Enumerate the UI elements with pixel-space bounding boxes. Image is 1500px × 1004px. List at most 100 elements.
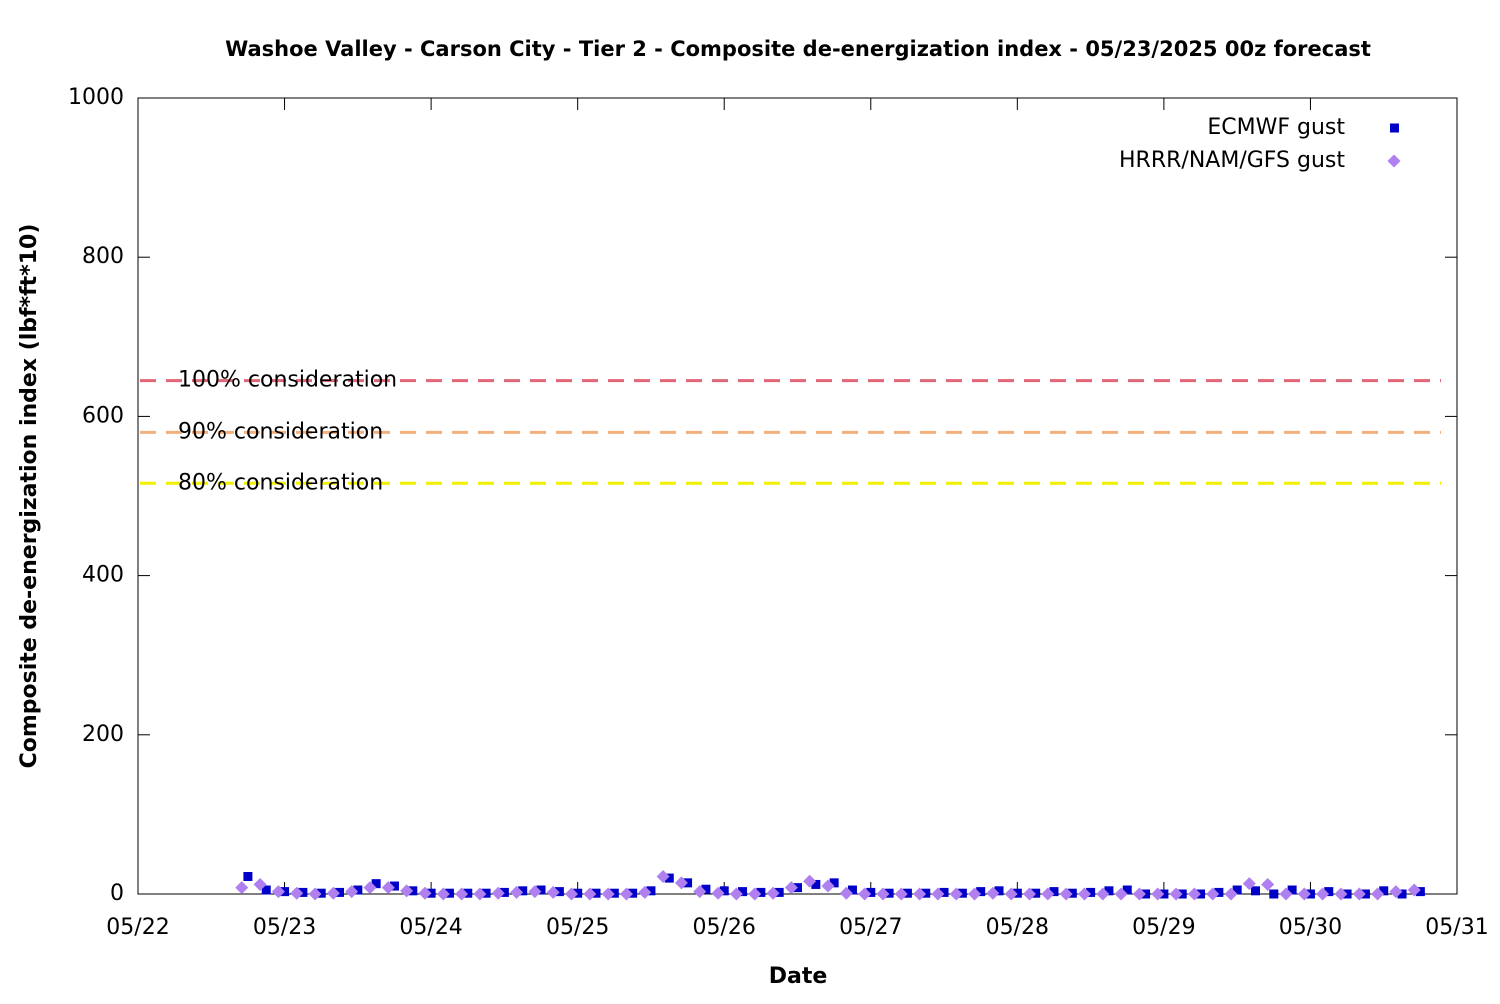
ecmwf-point — [957, 888, 967, 898]
model-point — [1059, 887, 1073, 901]
model-point — [400, 884, 414, 898]
model-point — [784, 881, 798, 895]
ecmwf-point — [1287, 885, 1297, 895]
model-point — [1132, 887, 1146, 901]
plot-frame — [137, 97, 1458, 895]
model-point — [803, 874, 817, 888]
ecmwf-point — [1012, 888, 1022, 898]
model-point — [363, 881, 377, 895]
model-point — [1041, 887, 1055, 901]
ecmwf-point — [738, 887, 748, 897]
y-tick-label: 1000 — [68, 85, 124, 110]
model-point — [619, 887, 633, 901]
x-tick-label: 05/30 — [1279, 915, 1342, 940]
model-point — [766, 886, 780, 900]
ecmwf-point — [1397, 889, 1407, 899]
ecmwf-point — [811, 879, 821, 889]
model-point — [1389, 885, 1403, 899]
ecmwf-point — [829, 878, 839, 888]
ecmwf-point — [1232, 885, 1242, 895]
model-point — [1022, 887, 1036, 901]
model-point — [839, 886, 853, 900]
model-point — [1114, 887, 1128, 901]
ecmwf-point — [463, 888, 473, 898]
ecmwf-point — [1067, 888, 1077, 898]
model-point — [711, 886, 725, 900]
ecmwf-point — [1415, 887, 1425, 897]
model-point — [436, 887, 450, 901]
ecmwf-point — [261, 885, 271, 895]
model-point — [1187, 887, 1201, 901]
ecmwf-point — [921, 888, 931, 898]
ecmwf-point — [371, 879, 381, 889]
x-tick-label: 05/24 — [399, 915, 462, 940]
chart-title: Washoe Valley - Carson City - Tier 2 - C… — [225, 37, 1371, 61]
model-point — [418, 886, 432, 900]
model-point — [583, 887, 597, 901]
ecmwf-point — [353, 885, 363, 895]
ecmwf-point — [609, 888, 619, 898]
model-point — [894, 887, 908, 901]
y-axis-label: Composite de-energization index (lbf*ft*… — [17, 224, 42, 769]
ecmwf-point — [591, 888, 601, 898]
model-point — [381, 881, 395, 895]
model-point — [601, 887, 615, 901]
model-point — [748, 887, 762, 901]
x-tick-label: 05/22 — [106, 915, 169, 940]
model-point — [1004, 887, 1018, 901]
x-tick-label: 05/29 — [1132, 915, 1195, 940]
model-point — [931, 887, 945, 901]
model-point — [510, 885, 524, 899]
model-point — [1242, 877, 1256, 891]
ecmwf-point — [1104, 886, 1114, 896]
ecmwf-point — [1379, 886, 1389, 896]
legend-label: ECMWF gust — [1207, 115, 1345, 140]
model-point — [1206, 887, 1220, 901]
y-tick-label: 0 — [110, 881, 124, 906]
ecmwf-point — [1122, 885, 1132, 895]
ecmwf-point — [774, 887, 784, 897]
model-point — [656, 869, 670, 883]
model-point — [638, 885, 652, 899]
model-point — [271, 885, 285, 899]
y-tick-label: 800 — [82, 244, 124, 269]
x-tick-label: 05/26 — [693, 915, 756, 940]
x-tick-label: 05/31 — [1425, 915, 1488, 940]
model-point — [455, 887, 469, 901]
model-point — [1151, 887, 1165, 901]
ecmwf-point — [481, 888, 491, 898]
ecmwf-point — [884, 888, 894, 898]
model-point — [1077, 887, 1091, 901]
ecmwf-point — [243, 871, 253, 881]
ecmwf-point — [719, 886, 729, 896]
model-point — [473, 887, 487, 901]
model-point — [729, 887, 743, 901]
model-point — [308, 887, 322, 901]
legend-marker — [1390, 123, 1399, 133]
model-point — [1279, 887, 1293, 901]
model-point — [1334, 887, 1348, 901]
ecmwf-point — [1324, 887, 1334, 897]
ecmwf-point — [1086, 887, 1096, 897]
ecmwf-point — [939, 887, 949, 897]
model-point — [235, 881, 249, 895]
ecmwf-point — [628, 888, 638, 898]
model-point — [491, 886, 505, 900]
model-point — [949, 887, 963, 901]
model-point — [913, 887, 927, 901]
model-point — [345, 885, 359, 899]
model-point — [1224, 887, 1238, 901]
model-point — [1297, 887, 1311, 901]
model-point — [876, 887, 890, 901]
x-axis-label: Date — [769, 964, 828, 989]
model-point — [1096, 887, 1110, 901]
threshold-label: 90% consideration — [178, 419, 383, 444]
threshold-label: 80% consideration — [178, 470, 383, 495]
model-point — [1316, 887, 1330, 901]
legend-marker — [1387, 154, 1401, 168]
ecmwf-point — [1269, 889, 1279, 899]
ecmwf-point — [335, 887, 345, 897]
ecmwf-point — [518, 886, 528, 896]
ecmwf-point — [536, 885, 546, 895]
